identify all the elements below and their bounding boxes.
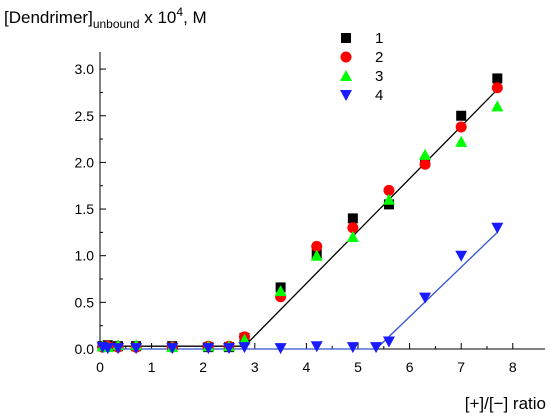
series-1 xyxy=(97,73,503,353)
y-tick-label: 1.0 xyxy=(75,248,95,264)
y-axis-title: [Dendrimer]unbound x 104, M xyxy=(4,5,207,31)
y-axis-title-text: [Dendrimer]unbound x 104, M xyxy=(4,5,207,31)
y-tick-label: 2.0 xyxy=(75,154,95,170)
data-point-series-4 xyxy=(382,336,395,348)
legend-marker-series-3 xyxy=(340,70,352,81)
data-point-series-2 xyxy=(347,222,359,234)
data-point-series-2 xyxy=(311,240,323,252)
data-point-series-4 xyxy=(101,343,114,355)
fit-line xyxy=(100,89,498,347)
data-point-series-2 xyxy=(419,158,431,170)
x-tick-label: 5 xyxy=(354,359,362,375)
data-point-series-3 xyxy=(274,285,287,297)
y-axis-title-middle: x 10 xyxy=(140,8,177,27)
x-tick-label: 8 xyxy=(509,359,517,375)
data-point-series-2 xyxy=(383,184,395,196)
data-point-series-2 xyxy=(491,82,503,94)
y-tick-label: 3.0 xyxy=(75,61,95,77)
y-axis-title-subscript: unbound xyxy=(93,17,140,31)
data-point-series-4 xyxy=(419,292,432,304)
data-point-series-4 xyxy=(238,342,251,354)
data-point-series-1 xyxy=(492,73,503,84)
fit-lines xyxy=(100,89,498,350)
data-point-series-3 xyxy=(310,249,323,261)
y-tick-label: 1.5 xyxy=(75,201,95,217)
x-axis-title: [+]/[−] ratio xyxy=(465,394,546,413)
data-point-series-3 xyxy=(455,135,468,147)
y-tick-label: 0.5 xyxy=(75,294,95,310)
data-point-series-4 xyxy=(274,343,287,355)
data-point-series-4 xyxy=(166,343,179,355)
data-point-series-3 xyxy=(346,231,359,243)
series-3 xyxy=(96,100,504,353)
x-tick-label: 2 xyxy=(199,359,207,375)
data-point-series-3 xyxy=(382,193,395,205)
data-point-series-4 xyxy=(370,342,383,354)
y-tick-label: 2.5 xyxy=(75,108,95,124)
y-axis-title-superscript: 4 xyxy=(176,5,183,19)
data-point-series-4 xyxy=(202,343,215,355)
legend-label-series-4: 4 xyxy=(375,87,383,104)
legend-label-series-1: 1 xyxy=(375,30,383,47)
data-point-series-2 xyxy=(455,121,467,133)
x-tick-label: 6 xyxy=(406,359,414,375)
data-point-series-4 xyxy=(112,343,125,355)
series-2 xyxy=(97,82,503,353)
legend-marker-series-1 xyxy=(341,33,351,43)
legend-marker-series-2 xyxy=(340,51,352,63)
x-tick-label: 3 xyxy=(251,359,259,375)
data-point-series-4 xyxy=(223,343,235,355)
data-points xyxy=(96,73,504,355)
data-point-series-1 xyxy=(347,213,358,224)
legend-marker-series-4 xyxy=(340,90,352,101)
series-4 xyxy=(96,222,504,355)
legend-label-series-2: 2 xyxy=(375,49,383,66)
x-tick-label: 1 xyxy=(148,359,156,375)
data-point-series-3 xyxy=(238,333,251,345)
y-tick-label: 0.0 xyxy=(75,341,95,357)
legend-label-series-3: 3 xyxy=(375,68,383,85)
x-tick-label: 7 xyxy=(457,359,465,375)
data-point-series-3 xyxy=(419,148,432,160)
data-point-series-4 xyxy=(130,343,143,355)
data-point-series-3 xyxy=(491,100,504,112)
legend: 1 2 3 4 xyxy=(340,30,383,104)
x-tick-label: 4 xyxy=(303,359,311,375)
data-point-series-4 xyxy=(491,222,504,234)
data-point-series-4 xyxy=(455,250,468,262)
y-axis-title-main: [Dendrimer] xyxy=(4,8,93,27)
data-point-series-4 xyxy=(346,342,359,354)
y-axis-title-suffix: , M xyxy=(183,8,207,27)
x-tick-label: 0 xyxy=(96,359,104,375)
axes: 0 1 2 3 4 5 6 7 8 0.0 0.5 1.0 1.5 2.0 2.5 3.0 xyxy=(75,52,545,375)
data-point-series-1 xyxy=(456,110,467,121)
data-point-series-4 xyxy=(310,341,323,353)
